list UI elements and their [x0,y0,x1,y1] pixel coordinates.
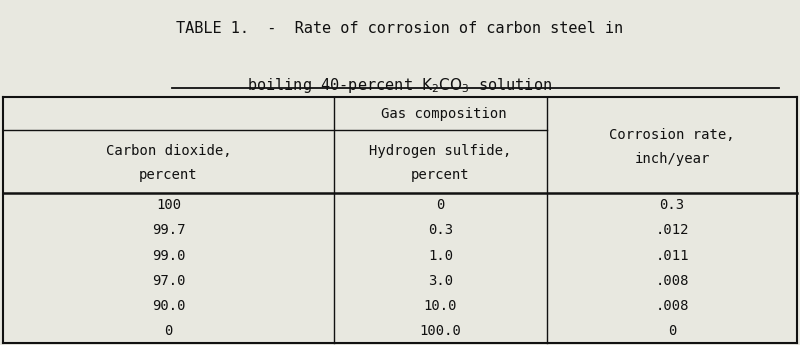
Text: Corrosion rate,: Corrosion rate, [609,128,735,141]
Text: .012: .012 [655,224,689,237]
Text: 99.7: 99.7 [152,224,185,237]
Text: .011: .011 [655,248,689,263]
Text: .008: .008 [655,274,689,288]
Text: 0: 0 [668,324,676,338]
Text: 10.0: 10.0 [424,299,457,313]
Text: 0: 0 [164,324,173,338]
Text: 3.0: 3.0 [428,274,453,288]
Text: 100.0: 100.0 [419,324,462,338]
Text: TABLE 1.  -  Rate of corrosion of carbon steel in: TABLE 1. - Rate of corrosion of carbon s… [177,21,623,36]
Text: 99.0: 99.0 [152,248,185,263]
Text: 0: 0 [436,198,445,213]
Text: 97.0: 97.0 [152,274,185,288]
Text: inch/year: inch/year [634,152,710,166]
Text: 0.3: 0.3 [659,198,685,213]
Text: Carbon dioxide,: Carbon dioxide, [106,144,231,158]
Text: 1.0: 1.0 [428,248,453,263]
Text: .008: .008 [655,299,689,313]
Text: 0.3: 0.3 [428,224,453,237]
Text: Hydrogen sulfide,: Hydrogen sulfide, [370,144,511,158]
Text: 100: 100 [156,198,181,213]
Text: 90.0: 90.0 [152,299,185,313]
Text: percent: percent [139,168,198,182]
Text: percent: percent [411,168,470,182]
Text: Gas composition: Gas composition [381,107,506,120]
Text: boiling 40-percent $\mathrm{K_2CO_3}$ solution: boiling 40-percent $\mathrm{K_2CO_3}$ so… [247,76,553,95]
